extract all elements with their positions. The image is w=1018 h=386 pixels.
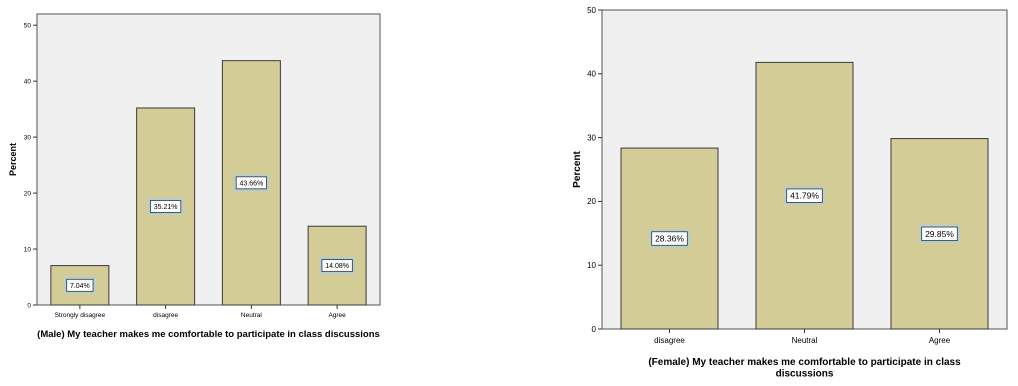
female-data-label-box xyxy=(921,226,958,241)
male-data-label: 14.08% xyxy=(325,263,349,270)
male-data-label-box xyxy=(150,200,182,213)
female-x-axis-label-line: (Female) My teacher makes me comfortable… xyxy=(648,357,961,368)
female-y-axis-label: Percent xyxy=(572,150,583,187)
male-x-tick-label: disagree xyxy=(153,312,178,319)
female-data-label-box xyxy=(786,188,823,203)
female-data-label: 28.36% xyxy=(655,234,684,244)
male-y-tick-label: 0 xyxy=(27,302,31,309)
male-x-tick-label: Agree xyxy=(328,312,346,319)
female-x-tick-label: Agree xyxy=(929,336,951,345)
female-x-axis-label-line: discussions xyxy=(776,369,834,380)
male-x-axis-label: (Male) My teacher makes me comfortable t… xyxy=(37,329,380,340)
male-data-label: 43.66% xyxy=(240,180,264,187)
female-y-tick-label: 20 xyxy=(587,197,596,206)
male-y-tick-label: 20 xyxy=(24,190,32,197)
male-chart: 0 10 20 30 40 50 Strongly disagree 7.04% disagre… xyxy=(8,13,381,340)
male-data-label: 7.04% xyxy=(70,283,90,290)
female-y-tick-label: 50 xyxy=(587,6,596,15)
male-x-tick-label: Strongly disagree xyxy=(55,312,106,319)
male-x-axis-label-line: (Male) My teacher makes me comfortable t… xyxy=(37,329,380,340)
male-y-tick-label: 50 xyxy=(24,22,32,29)
male-data-label-box xyxy=(235,176,267,190)
female-data-label-box xyxy=(651,231,688,246)
male-data-label: 35.21% xyxy=(154,204,178,211)
male-y-tick-label: 30 xyxy=(24,134,32,141)
male-y-tick-label: 40 xyxy=(24,78,32,85)
female-data-label: 41.79% xyxy=(790,191,819,201)
female-y-tick-label: 0 xyxy=(592,325,597,334)
female-x-tick-label: disagree xyxy=(654,336,685,345)
female-y-tick-label: 10 xyxy=(587,261,596,270)
female-data-label: 29.85% xyxy=(925,229,954,239)
female-chart: 0 10 20 30 40 50 disagree 28.36% Neutral 41.79% Ag… xyxy=(572,6,1008,380)
female-x-axis-label: (Female) My teacher makes me comfortable… xyxy=(648,357,961,380)
male-x-tick-label: Neutral xyxy=(241,312,263,319)
male-data-label-box xyxy=(321,259,353,273)
female-y-tick-label: 40 xyxy=(587,70,596,79)
male-y-axis-label: Percent xyxy=(8,143,18,176)
male-bar xyxy=(221,60,281,306)
female-y-tick-label: 30 xyxy=(587,133,596,142)
female-x-tick-label: Neutral xyxy=(792,336,818,345)
male-data-label-box xyxy=(66,278,94,292)
male-y-tick-label: 10 xyxy=(24,246,32,253)
